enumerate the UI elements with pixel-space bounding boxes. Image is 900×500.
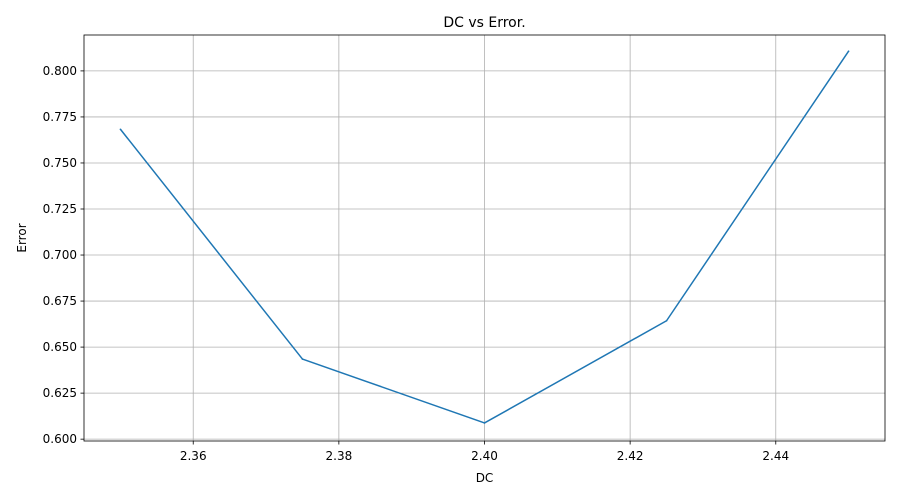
y-tick-label: 0.700	[43, 248, 77, 262]
y-axis-label: Error	[15, 223, 29, 252]
x-tick-label: 2.38	[326, 449, 353, 463]
x-tick-label: 2.42	[617, 449, 644, 463]
data-point	[483, 422, 486, 424]
x-axis-label: DC	[476, 471, 494, 485]
y-tick-label: 0.800	[43, 64, 77, 78]
data-point	[847, 50, 850, 53]
tick-layer: 2.36 2.38 2.40 2.42 2.44 0.600 0.625 0.650 0.675…	[43, 64, 789, 463]
data-point	[301, 358, 304, 360]
x-tick-label: 2.40	[471, 449, 498, 463]
x-tick-label: 2.44	[762, 449, 789, 463]
data-point	[665, 319, 668, 322]
y-tick-label: 0.625	[43, 386, 77, 400]
y-tick-label: 0.750	[43, 156, 77, 170]
series-layer	[119, 50, 850, 424]
grid-layer	[84, 35, 885, 441]
y-tick-label: 0.775	[43, 110, 77, 124]
y-tick-label: 0.600	[43, 432, 77, 446]
chart-title: DC vs Error.	[443, 15, 525, 31]
x-tick-label: 2.36	[180, 449, 207, 463]
y-tick-label: 0.725	[43, 202, 77, 216]
y-tick-label: 0.675	[43, 294, 77, 308]
data-point	[119, 128, 122, 131]
y-tick-label: 0.650	[43, 340, 77, 354]
